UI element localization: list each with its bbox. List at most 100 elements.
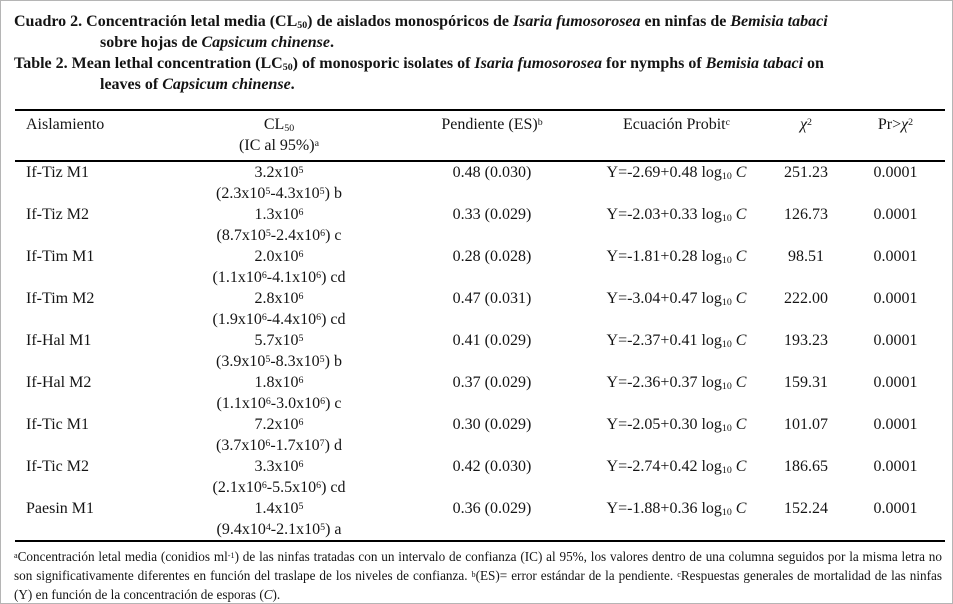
cell-cl50: 3.3x106 (2.1x106-5.5x106) cd — [161, 456, 397, 498]
cell-probit-equation: Y=-2.74+0.42 log10 C — [606, 458, 747, 477]
table-footnote: aConcentración letal media (conidios ml-… — [14, 549, 942, 602]
cl50-value: 2.0x106 — [254, 248, 304, 265]
cl50-value: 1.3x106 — [254, 206, 304, 223]
cell-cl50: 1.4x105 (9.4x104-2.1x105) a — [161, 498, 397, 541]
cell-probit-equation: Y=-2.03+0.33 log10 C — [606, 206, 747, 225]
table-row: If-Hal M1 5.7x105 (3.9x105-8.3x105) b 0.… — [15, 330, 945, 372]
cell-chi-square: 159.31 — [784, 374, 828, 391]
cell-pr-chi-square: 0.0001 — [873, 458, 918, 475]
cl50-value: 7.2x106 — [254, 416, 304, 433]
caption-line: leaves of Capsicum chinense. — [100, 76, 295, 93]
table-row: If-Tic M1 7.2x106 (3.7x106-1.7x107) d 0.… — [15, 414, 945, 456]
table-row: If-Tim M1 2.0x106 (1.1x106-4.1x106) cd 0… — [15, 246, 945, 288]
cl50-header-line2: (IC al 95%)a — [239, 137, 319, 154]
table-row: If-Tim M2 2.8x106 (1.9x106-4.4x106) cd 0… — [15, 288, 945, 330]
cell-pr-chi-square: 0.0001 — [873, 332, 918, 349]
data-table: Aislamiento CL50 (IC al 95%)a Pendiente … — [15, 109, 945, 542]
cell-probit-equation: Y=-1.88+0.36 log10 C — [606, 500, 747, 519]
cl50-value: 3.2x105 — [254, 164, 304, 181]
caption-line: Table 2. Mean lethal concentration (LC50… — [14, 55, 824, 74]
cell-chi-square: 101.07 — [784, 416, 828, 433]
cl50-header-line1: CL50 — [263, 116, 295, 135]
cell-isolate: If-Tim M1 — [26, 248, 95, 265]
cl50-confidence-interval: (3.7x106-1.7x107) d — [216, 437, 342, 454]
cell-slope: 0.41 (0.029) — [452, 332, 532, 349]
cell-chi-square: 193.23 — [784, 332, 828, 349]
cl50-value: 1.8x106 — [254, 374, 304, 391]
cl50-confidence-interval: (1.1x106-3.0x106) c — [216, 395, 342, 412]
cell-slope: 0.33 (0.029) — [452, 206, 532, 223]
header-row: Aislamiento CL50 (IC al 95%)a Pendiente … — [15, 110, 945, 162]
table-row: Paesin M1 1.4x105 (9.4x104-2.1x105) a 0.… — [15, 498, 945, 541]
cell-isolate: If-Hal M2 — [26, 374, 92, 391]
cell-probit-equation: Y=-3.04+0.47 log10 C — [606, 290, 747, 309]
cl50-confidence-interval: (1.1x106-4.1x106) cd — [212, 269, 346, 286]
cell-cl50: 5.7x105 (3.9x105-8.3x105) b — [161, 330, 397, 372]
cl50-confidence-interval: (2.3x105-4.3x105) b — [216, 185, 342, 202]
cell-isolate: If-Tic M2 — [26, 458, 89, 475]
cell-pr-chi-square: 0.0001 — [873, 164, 918, 181]
cell-probit-equation: Y=-1.81+0.28 log10 C — [606, 248, 747, 267]
cell-probit-equation: Y=-2.69+0.48 log10 C — [606, 164, 747, 183]
cell-isolate: If-Hal M1 — [26, 332, 92, 349]
cell-chi-square: 152.24 — [784, 500, 828, 517]
cell-probit-equation: Y=-2.05+0.30 log10 C — [606, 416, 747, 435]
cell-pr-chi-square: 0.0001 — [873, 206, 918, 223]
column-header-cl50: CL50 (IC al 95%)a — [161, 110, 397, 162]
cell-cl50: 2.0x106 (1.1x106-4.1x106) cd — [161, 246, 397, 288]
column-header-aislamiento: Aislamiento — [15, 110, 161, 162]
cell-slope: 0.42 (0.030) — [452, 458, 532, 475]
cell-cl50: 2.8x106 (1.9x106-4.4x106) cd — [161, 288, 397, 330]
cell-cl50: 3.2x105 (2.3x105-4.3x105) b — [161, 161, 397, 204]
cell-pr-chi-square: 0.0001 — [873, 416, 918, 433]
cell-probit-equation: Y=-2.37+0.41 log10 C — [606, 332, 747, 351]
cell-slope: 0.36 (0.029) — [452, 500, 532, 517]
column-header-pendiente: Pendiente (ES)b — [397, 110, 587, 162]
cell-pr-chi-square: 0.0001 — [873, 290, 918, 307]
cl50-confidence-interval: (8.7x105-2.4x106) c — [216, 227, 342, 244]
table-row: If-Tic M2 3.3x106 (2.1x106-5.5x106) cd 0… — [15, 456, 945, 498]
table-body: If-Tiz M1 3.2x105 (2.3x105-4.3x105) b 0.… — [15, 161, 945, 541]
column-header-ecuacion-probit: Ecuación Probitc — [587, 110, 766, 162]
cell-isolate: If-Tiz M2 — [26, 206, 89, 223]
table-row: If-Tiz M2 1.3x106 (8.7x105-2.4x106) c 0.… — [15, 204, 945, 246]
cl50-value: 1.4x105 — [254, 500, 304, 517]
cell-chi-square: 251.23 — [784, 164, 828, 181]
cl50-value: 3.3x106 — [254, 458, 304, 475]
cl50-confidence-interval: (9.4x104-2.1x105) a — [216, 521, 342, 538]
column-header-chi-square: χ2 — [766, 110, 846, 162]
cl50-confidence-interval: (2.1x106-5.5x106) cd — [212, 479, 346, 496]
cell-chi-square: 126.73 — [784, 206, 828, 223]
cell-slope: 0.48 (0.030) — [452, 164, 532, 181]
cell-chi-square: 222.00 — [784, 290, 828, 307]
cell-isolate: Paesin M1 — [26, 500, 94, 517]
cell-chi-square: 186.65 — [784, 458, 828, 475]
cell-cl50: 7.2x106 (3.7x106-1.7x107) d — [161, 414, 397, 456]
cl50-value: 5.7x105 — [254, 332, 304, 349]
cl50-confidence-interval: (1.9x106-4.4x106) cd — [212, 311, 346, 328]
table-row: If-Tiz M1 3.2x105 (2.3x105-4.3x105) b 0.… — [15, 161, 945, 204]
column-header-pr-chi-square: Pr>χ2 — [846, 110, 945, 162]
cell-cl50: 1.3x106 (8.7x105-2.4x106) c — [161, 204, 397, 246]
cell-slope: 0.47 (0.031) — [452, 290, 532, 307]
cell-isolate: If-Tiz M1 — [26, 164, 89, 181]
cl50-value: 2.8x106 — [254, 290, 304, 307]
cell-slope: 0.30 (0.029) — [452, 416, 532, 433]
cell-pr-chi-square: 0.0001 — [873, 500, 918, 517]
table-row: If-Hal M2 1.8x106 (1.1x106-3.0x106) c 0.… — [15, 372, 945, 414]
cell-cl50: 1.8x106 (1.1x106-3.0x106) c — [161, 372, 397, 414]
caption-line: sobre hojas de Capsicum chinense. — [100, 34, 334, 51]
table-header: Aislamiento CL50 (IC al 95%)a Pendiente … — [15, 110, 945, 162]
cell-pr-chi-square: 0.0001 — [873, 248, 918, 265]
cell-chi-square: 98.51 — [788, 248, 824, 265]
caption-line: Cuadro 2. Concentración letal media (CL5… — [14, 13, 828, 32]
cell-isolate: If-Tim M2 — [26, 290, 95, 307]
cell-slope: 0.28 (0.028) — [452, 248, 532, 265]
cell-isolate: If-Tic M1 — [26, 416, 89, 433]
cl50-confidence-interval: (3.9x105-8.3x105) b — [216, 353, 342, 370]
cell-slope: 0.37 (0.029) — [452, 374, 532, 391]
table-caption: Cuadro 2. Concentración letal media (CL5… — [14, 11, 940, 95]
cell-probit-equation: Y=-2.36+0.37 log10 C — [606, 374, 747, 393]
cell-pr-chi-square: 0.0001 — [873, 374, 918, 391]
